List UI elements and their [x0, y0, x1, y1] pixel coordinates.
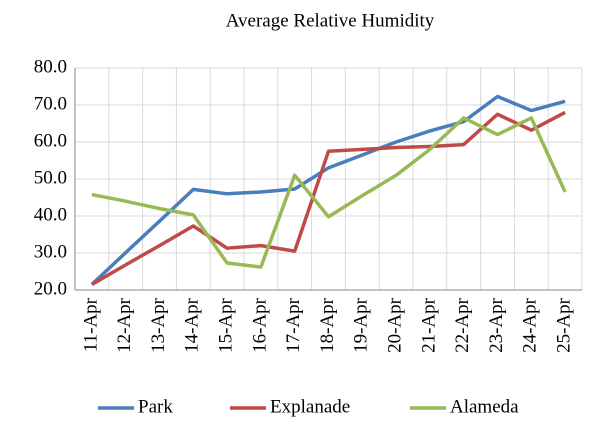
y-tick-label: 70.0: [34, 93, 67, 114]
x-tick-label: 15-Apr: [215, 297, 236, 353]
x-tick-label: 22-Apr: [452, 297, 473, 353]
legend-label: Explanade: [270, 396, 350, 417]
chart-title: Average Relative Humidity: [226, 10, 435, 31]
x-tick-label: 20-Apr: [384, 297, 405, 353]
legend-label: Alameda: [450, 396, 519, 417]
y-tick-label: 40.0: [34, 204, 67, 225]
x-tick-label: 24-Apr: [520, 297, 541, 353]
series-line: [91, 116, 567, 269]
y-tick-label: 80.0: [34, 56, 67, 77]
x-tick-label: 23-Apr: [486, 297, 507, 353]
x-tick-label: 14-Apr: [182, 297, 203, 353]
legend-label: Park: [138, 396, 173, 417]
y-tick-label: 30.0: [34, 241, 67, 262]
y-tick-label: 20.0: [34, 278, 67, 299]
series-line: [91, 110, 566, 286]
x-tick-label: 21-Apr: [418, 297, 439, 353]
x-tick-label: 13-Apr: [148, 297, 169, 353]
x-tick-label: 17-Apr: [283, 297, 304, 353]
x-tick-label: 11-Apr: [80, 297, 101, 352]
x-tick-label: 25-Apr: [553, 297, 574, 353]
series-line: [90, 94, 566, 286]
x-tick-label: 19-Apr: [351, 297, 372, 353]
x-tick-label: 18-Apr: [317, 297, 338, 353]
y-tick-label: 50.0: [34, 167, 67, 188]
y-tick-label: 60.0: [34, 130, 67, 151]
x-tick-label: 16-Apr: [249, 297, 270, 353]
x-tick-label: 12-Apr: [114, 297, 135, 353]
